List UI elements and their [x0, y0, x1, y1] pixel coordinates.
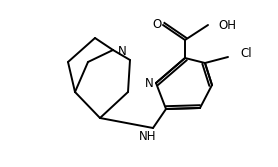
- Text: OH: OH: [218, 19, 236, 32]
- Text: O: O: [152, 18, 162, 31]
- Text: NH: NH: [139, 129, 157, 142]
- Text: Cl: Cl: [240, 46, 252, 59]
- Text: N: N: [118, 45, 127, 58]
- Text: N: N: [145, 76, 153, 90]
